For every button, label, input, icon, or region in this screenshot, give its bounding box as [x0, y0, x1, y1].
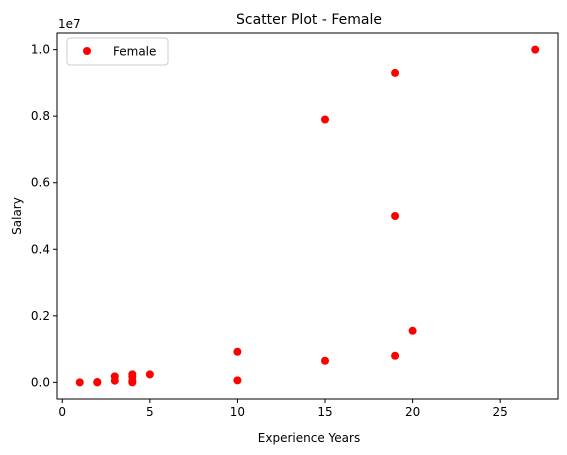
- data-point: [233, 376, 242, 385]
- y-tick-label: 0.8: [31, 109, 50, 123]
- x-tick-label: 15: [317, 405, 332, 419]
- data-point: [391, 68, 400, 77]
- data-point: [128, 370, 137, 379]
- x-tick-label: 5: [146, 405, 154, 419]
- y-tick-label: 1.0: [31, 43, 50, 57]
- x-axis-label: Experience Years: [258, 431, 360, 445]
- x-axis-ticks: 0 5 10 15 20 25: [58, 399, 508, 419]
- y-tick-label: 0.0: [31, 375, 50, 389]
- y-tick-label: 0.4: [31, 242, 50, 256]
- x-tick-label: 20: [405, 405, 420, 419]
- data-point: [321, 356, 330, 365]
- data-point: [321, 115, 330, 124]
- plot-area-frame: [56, 32, 559, 400]
- x-tick-label: 10: [230, 405, 245, 419]
- data-point: [391, 351, 400, 360]
- data-points: [75, 45, 540, 387]
- data-point: [145, 370, 154, 379]
- x-tick-label: 25: [493, 405, 508, 419]
- legend-frame: [66, 37, 169, 66]
- data-point: [233, 347, 242, 356]
- y-tick-label: 0.6: [31, 176, 50, 190]
- data-point: [110, 372, 119, 381]
- data-point: [408, 326, 417, 335]
- y-axis-offset-label: 1e7: [58, 17, 81, 31]
- data-point: [75, 378, 84, 387]
- y-axis-ticks: 0.0 0.2 0.4 0.6 0.8 1.0: [31, 43, 57, 389]
- legend: Female: [66, 37, 169, 66]
- legend-label: Female: [113, 45, 156, 59]
- y-tick-label: 0.2: [31, 309, 50, 323]
- y-axis-label: Salary: [10, 197, 24, 235]
- data-point: [531, 45, 540, 54]
- data-point: [93, 378, 102, 387]
- x-tick-label: 0: [58, 405, 66, 419]
- data-point: [391, 212, 400, 220]
- chart-title: Scatter Plot - Female: [236, 12, 382, 28]
- legend-marker: [83, 47, 91, 55]
